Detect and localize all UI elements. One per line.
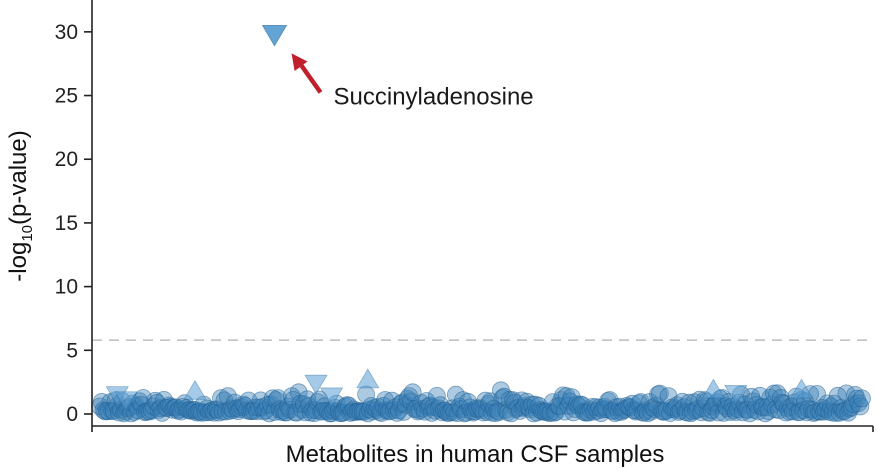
data-point	[853, 389, 871, 408]
highlight-marker	[724, 384, 748, 405]
highlight-marker	[183, 379, 207, 400]
y-tick-label: 15	[55, 212, 78, 235]
y-tick-label: 25	[55, 85, 78, 108]
highlight-marker	[356, 368, 380, 389]
y-tick-label: 10	[55, 276, 78, 299]
highlight-marker	[114, 391, 138, 412]
highlight-layer	[105, 24, 814, 412]
highlight-marker	[304, 374, 328, 395]
data-point	[844, 395, 863, 414]
data-point	[849, 394, 868, 413]
data-point	[263, 389, 282, 408]
succinyladenosine-marker	[261, 24, 288, 47]
axes-layer: 0 5 10 15 20 25 30 -log10(p-value) Metabolites i…	[5, 0, 874, 468]
highlight-marker	[789, 378, 814, 399]
annotation-arrow-head	[291, 53, 308, 72]
data-point	[410, 401, 429, 420]
annotation-label: Succinyladenosine	[334, 83, 534, 110]
data-point	[647, 396, 666, 415]
x-axis-title: Metabolites in human CSF samples	[286, 441, 665, 468]
y-tick-label: 5	[66, 339, 78, 362]
data-point	[218, 387, 237, 406]
highlight-marker	[701, 378, 726, 399]
y-tick-label: 0	[66, 403, 78, 426]
data-point	[493, 388, 512, 407]
y-tick-label: 20	[55, 148, 78, 171]
data-point	[495, 387, 514, 406]
y-axis-title: -log10(p-value)	[5, 130, 36, 281]
points-layer	[91, 381, 871, 423]
data-point	[733, 403, 752, 422]
annotation-arrow-shaft	[296, 60, 323, 94]
y-tick-label: 30	[55, 21, 78, 44]
highlight-marker	[319, 387, 344, 408]
label-layer: Succinyladenosine	[291, 53, 534, 110]
data-point	[153, 403, 172, 422]
